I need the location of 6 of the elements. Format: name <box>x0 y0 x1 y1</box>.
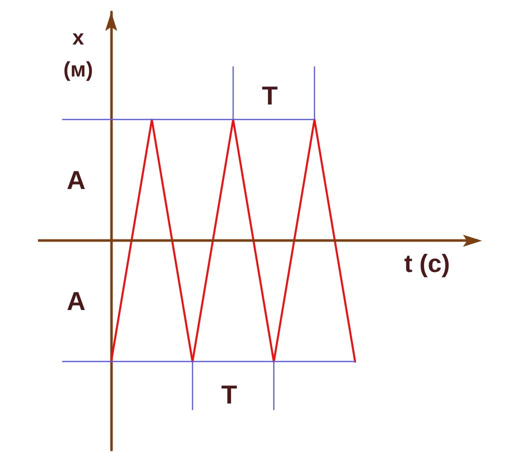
x-axis-title: t (с) <box>404 250 450 278</box>
y-axis-title: x (м) <box>63 26 93 82</box>
annotation: A <box>66 286 86 316</box>
annotation: A <box>66 165 86 196</box>
text: T <box>262 80 278 111</box>
text: T <box>221 380 238 410</box>
